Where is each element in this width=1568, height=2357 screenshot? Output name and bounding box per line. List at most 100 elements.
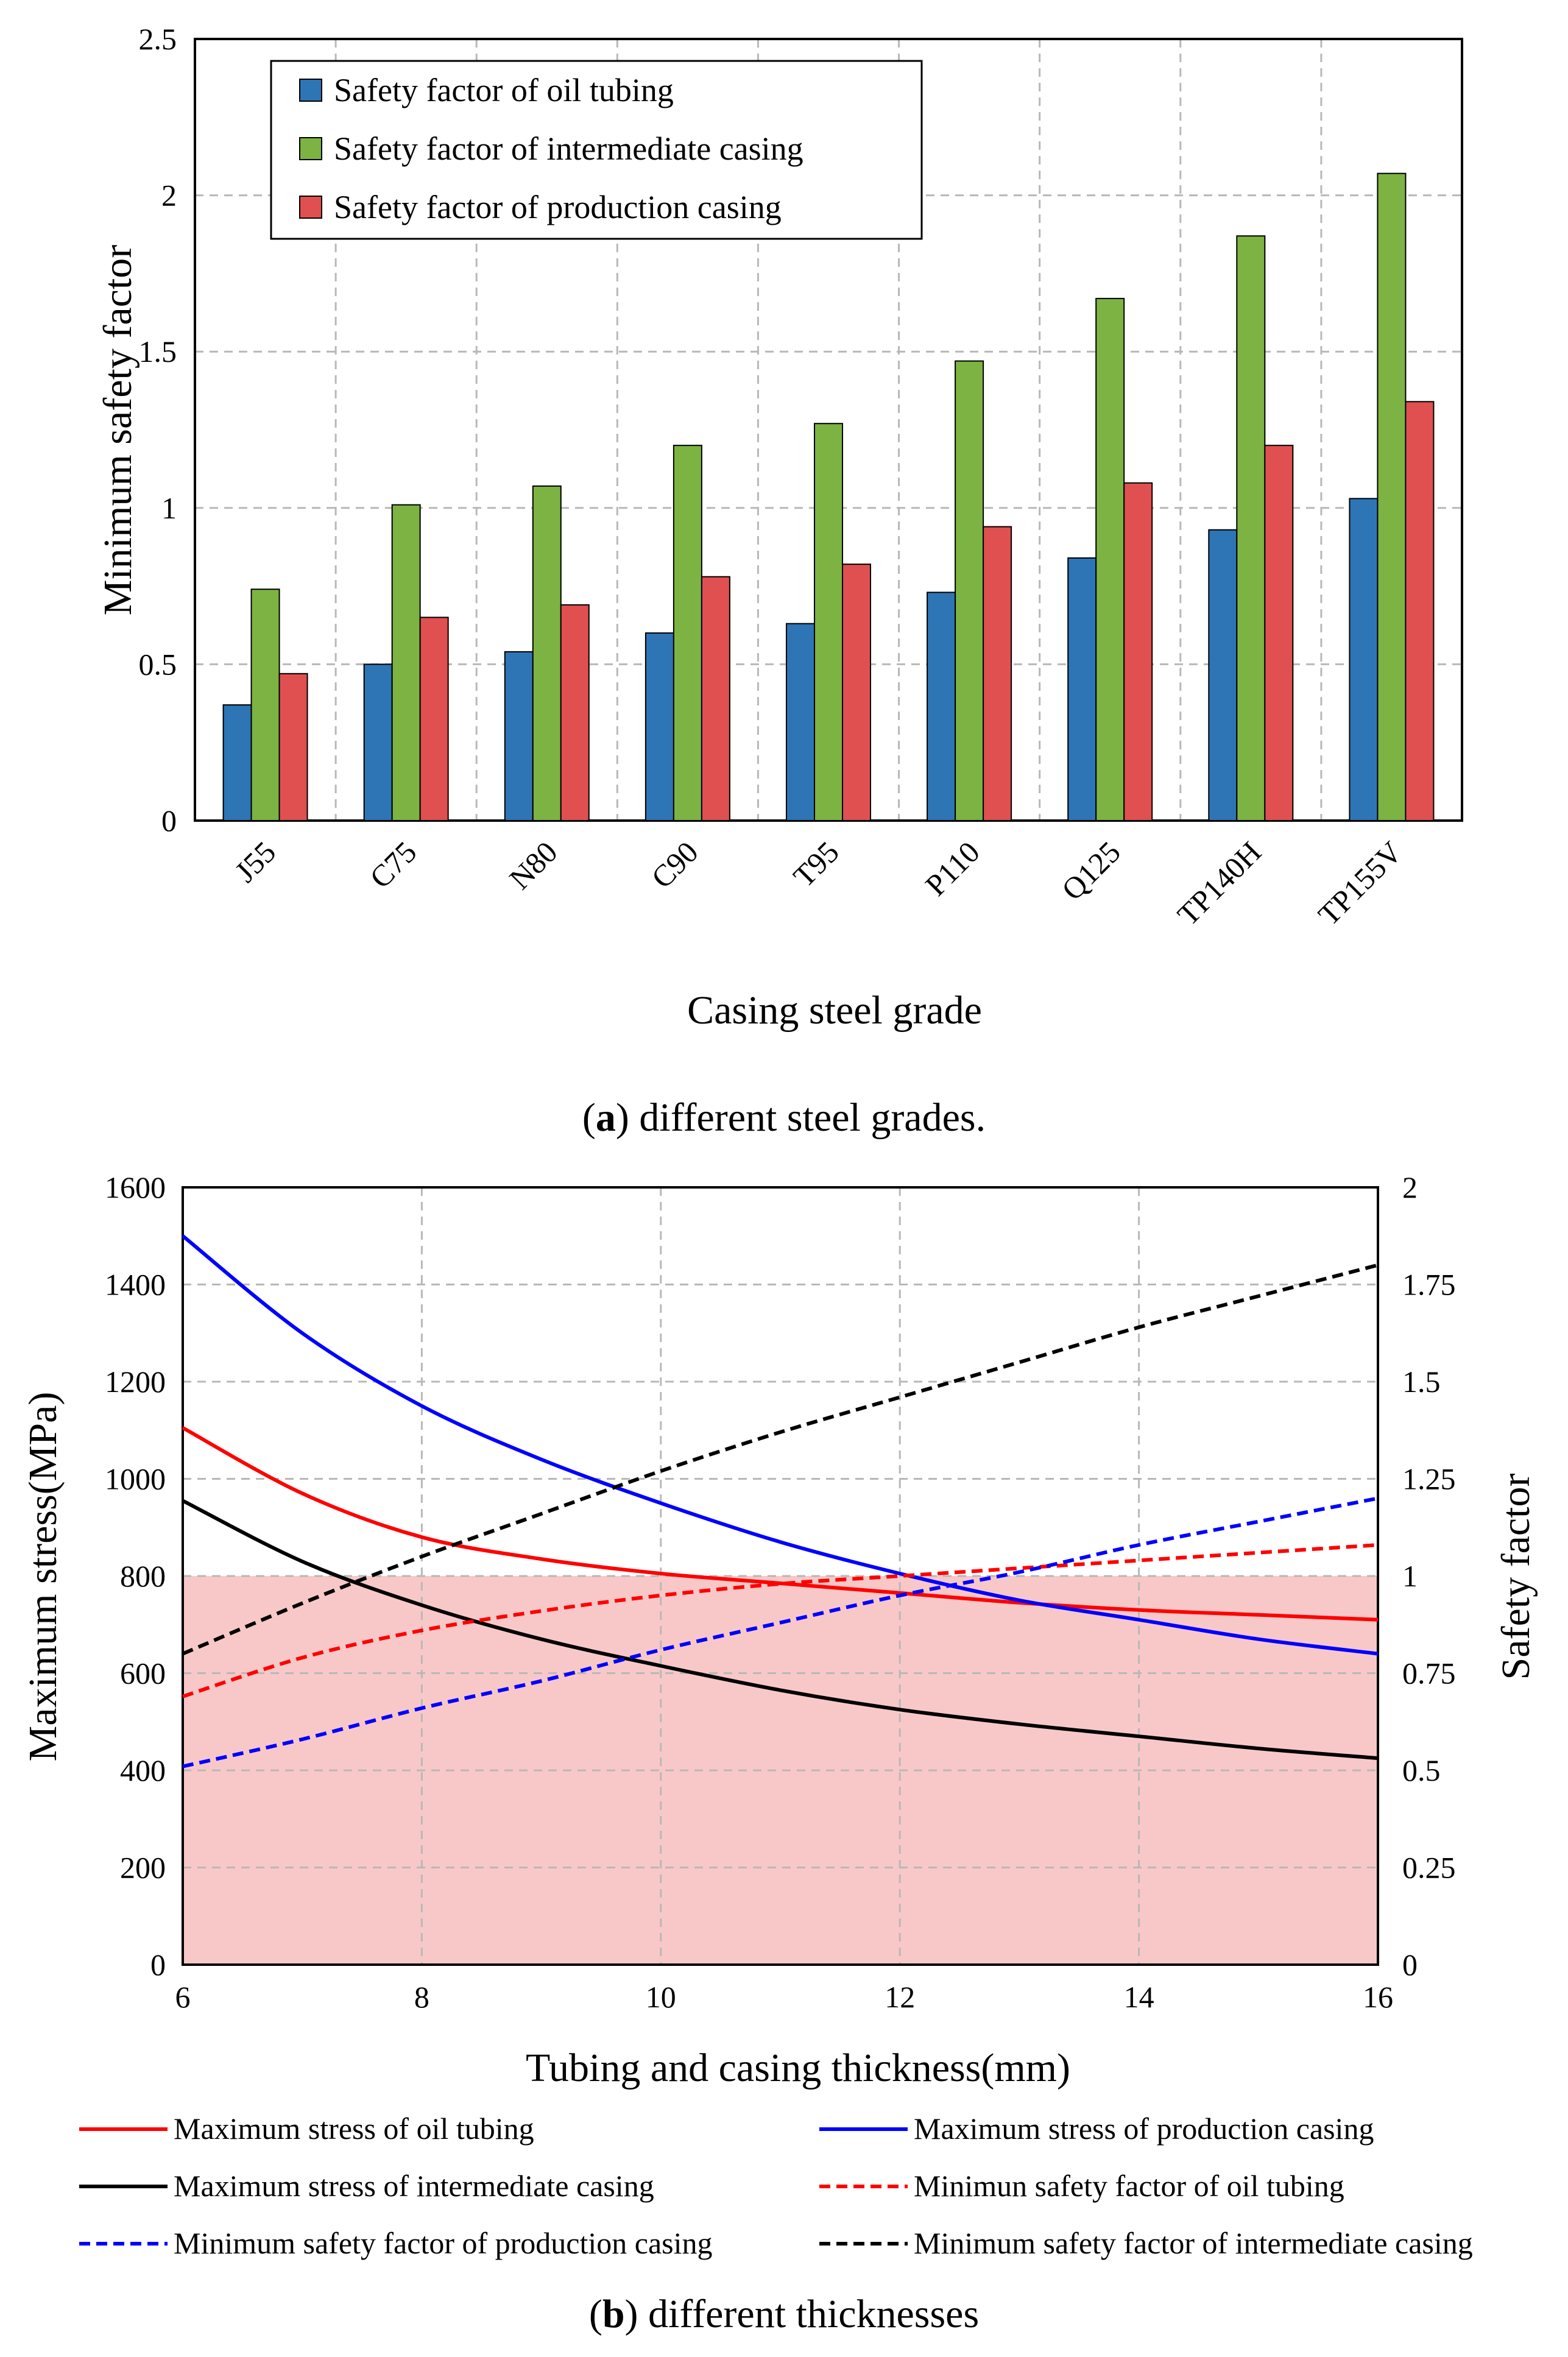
b-right-y-tick-labels: 0 0.25 0.5 0.75 1 1.25 1.5 1.75 2	[1402, 1170, 1456, 1982]
a-bar-tp140h-safety-factor-of-production-casing	[1264, 445, 1294, 821]
a-x-tick-labels: J55 C75 N80 C90 T95 P110 Q125 TP140H TP155V	[228, 835, 1409, 931]
b-y2-tick-8: 2	[1402, 1170, 1418, 1204]
b-legend-label-oil-tubing-safety: Minimun safety factor of oil tubing	[914, 2169, 1344, 2203]
a-bar-p110-safety-factor-of-oil-tubing	[927, 592, 956, 821]
b-y2-tick-5: 1.25	[1402, 1462, 1456, 1496]
a-legend: Safety factor of oil tubing Safety facto…	[270, 60, 923, 240]
a-bar-tp155v-safety-factor-of-intermediate-casing	[1377, 172, 1407, 821]
a-bar-c75-safety-factor-of-intermediate-casing	[391, 504, 421, 821]
a-bar-t95-safety-factor-of-oil-tubing	[786, 623, 815, 822]
a-x-tick-q125: Q125	[1055, 835, 1127, 906]
a-legend-swatch-oil-tubing	[299, 79, 322, 102]
b-y-tick-1: 200	[120, 1851, 166, 1885]
b-caption: (b) different thicknesses	[589, 2292, 979, 2336]
b-legend-label-intermediate-casing-safety: Minimum safety factor of intermediate ca…	[914, 2226, 1473, 2260]
a-caption: (a) different steel grades.	[582, 1095, 986, 1140]
a-x-axis-label: Casing steel grade	[687, 988, 982, 1033]
b-x-tick-0: 6	[175, 1980, 191, 2014]
b-y2-tick-6: 1.5	[1402, 1365, 1441, 1399]
b-gridlines	[183, 1187, 1378, 1965]
a-bar-tp140h-safety-factor-of-intermediate-casing	[1236, 235, 1266, 822]
a-bar-c75-safety-factor-of-production-casing	[419, 617, 449, 821]
a-caption-text: ) different steel grades.	[616, 1095, 986, 1140]
a-x-tick-tp140h: TP140H	[1171, 835, 1268, 931]
b-line-maximum-stress-of-oil-tubing	[182, 1426, 1379, 1622]
b-y2-tick-1: 0.25	[1402, 1851, 1456, 1885]
a-legend-box	[270, 60, 923, 240]
b-series-lines	[182, 1234, 1379, 1769]
a-y-tick-0: 0	[161, 804, 177, 838]
b-y-tick-6: 1200	[105, 1365, 166, 1399]
b-y-tick-4: 800	[120, 1559, 166, 1593]
a-y-tick-5: 2.5	[139, 22, 177, 56]
a-bar-q125-safety-factor-of-oil-tubing	[1067, 557, 1097, 821]
a-bars	[222, 172, 1435, 822]
b-legend: Maximum stress of oil tubing Maximum str…	[79, 2111, 1473, 2260]
b-x-tick-3: 12	[885, 1980, 915, 2014]
b-left-y-tick-labels: 0 200 400 600 800 1000 1200 1400 1600	[105, 1170, 166, 1982]
a-bar-j55-safety-factor-of-intermediate-casing	[250, 588, 280, 821]
a-bar-p110-safety-factor-of-intermediate-casing	[955, 360, 984, 821]
a-x-tick-t95: T95	[786, 835, 846, 894]
b-y-tick-8: 1600	[105, 1170, 166, 1204]
b-y-tick-7: 1400	[105, 1268, 166, 1302]
a-bar-c90-safety-factor-of-intermediate-casing	[673, 445, 702, 821]
b-y2-tick-2: 0.5	[1402, 1753, 1441, 1787]
line-chart-thickness: 0 200 400 600 800 1000 1200 1400 1600 0 0.25 0.5 0.…	[21, 1170, 1538, 2336]
b-y2-tick-7: 1.75	[1402, 1268, 1456, 1302]
b-plot-frame	[182, 1186, 1379, 1966]
a-x-tick-n80: N80	[503, 835, 563, 896]
b-y-tick-5: 1000	[105, 1462, 166, 1496]
a-y-tick-1: 0.5	[139, 647, 177, 681]
b-x-tick-2: 10	[646, 1980, 676, 2014]
b-legend-label-intermediate-casing-stress: Maximum stress of intermediate casing	[174, 2169, 654, 2203]
b-y-axis-label: Maximum stress(MPa)	[21, 1392, 65, 1762]
a-caption-open: (	[582, 1095, 596, 1140]
a-bar-c90-safety-factor-of-oil-tubing	[645, 632, 674, 821]
b-line-minimum-safety-factor-of-production-casing	[182, 1496, 1379, 1769]
b-line-maximum-stress-of-intermediate-casing	[182, 1499, 1379, 1761]
a-x-tick-tp155v: TP155V	[1312, 835, 1408, 931]
b-legend-label-oil-tubing-stress: Maximum stress of oil tubing	[174, 2111, 534, 2146]
a-bar-j55-safety-factor-of-oil-tubing	[222, 704, 252, 821]
a-caption-label: a	[596, 1095, 616, 1140]
a-bar-n80-safety-factor-of-oil-tubing	[504, 651, 534, 821]
a-bar-n80-safety-factor-of-production-casing	[560, 604, 590, 822]
a-legend-label-production-casing: Safety factor of production casing	[334, 189, 782, 225]
b-caption-label: b	[602, 2292, 625, 2336]
b-y-tick-2: 400	[120, 1753, 166, 1787]
a-bar-c90-safety-factor-of-production-casing	[701, 576, 730, 821]
b-y2-tick-4: 1	[1402, 1559, 1418, 1593]
b-y2-axis-label: Safety factor	[1494, 1473, 1538, 1680]
a-bar-c75-safety-factor-of-oil-tubing	[363, 663, 393, 822]
a-x-tick-j55: J55	[228, 835, 283, 889]
a-x-tick-c75: C75	[363, 835, 423, 895]
b-caption-open: (	[589, 2292, 602, 2336]
b-line-minimum-safety-factor-of-intermediate-casing	[182, 1263, 1379, 1656]
a-x-tick-p110: P110	[919, 835, 986, 902]
a-y-tick-2: 1	[161, 491, 177, 525]
b-x-tick-labels: 6 8 10 12 14 16	[175, 1980, 1394, 2014]
a-legend-swatch-intermediate-casing	[299, 137, 322, 160]
a-y-tick-4: 2	[161, 178, 177, 213]
a-bar-q125-safety-factor-of-production-casing	[1123, 482, 1153, 821]
a-bar-tp155v-safety-factor-of-oil-tubing	[1349, 498, 1379, 821]
b-x-axis-label: Tubing and casing thickness(mm)	[526, 2046, 1070, 2090]
a-bar-q125-safety-factor-of-intermediate-casing	[1095, 297, 1125, 821]
b-legend-label-production-casing-stress: Maximum stress of production casing	[914, 2111, 1374, 2146]
a-bar-t95-safety-factor-of-intermediate-casing	[814, 423, 843, 821]
a-legend-swatch-production-casing	[299, 196, 322, 219]
b-y-tick-0: 0	[150, 1948, 166, 1982]
a-bar-tp140h-safety-factor-of-oil-tubing	[1208, 529, 1238, 821]
b-legend-label-production-casing-safety: Minimum safety factor of production casi…	[174, 2226, 713, 2260]
bar-chart-steel-grades: 0 0.5 1 1.5 2 2.5 J55 C75 N80 C90 T95 P110 Q125 TP14…	[96, 22, 1463, 1140]
a-y-tick-labels: 0 0.5 1 1.5 2 2.5	[139, 22, 177, 838]
a-bar-j55-safety-factor-of-production-casing	[278, 673, 308, 822]
a-bar-n80-safety-factor-of-intermediate-casing	[532, 485, 562, 821]
a-legend-label-intermediate-casing: Safety factor of intermediate casing	[334, 130, 803, 167]
b-x-tick-5: 16	[1363, 1980, 1393, 2014]
b-line-maximum-stress-of-production-casing	[182, 1234, 1379, 1656]
a-bar-p110-safety-factor-of-production-casing	[983, 526, 1012, 821]
b-line-minimun-safety-factor-of-oil-tubing	[182, 1543, 1379, 1698]
